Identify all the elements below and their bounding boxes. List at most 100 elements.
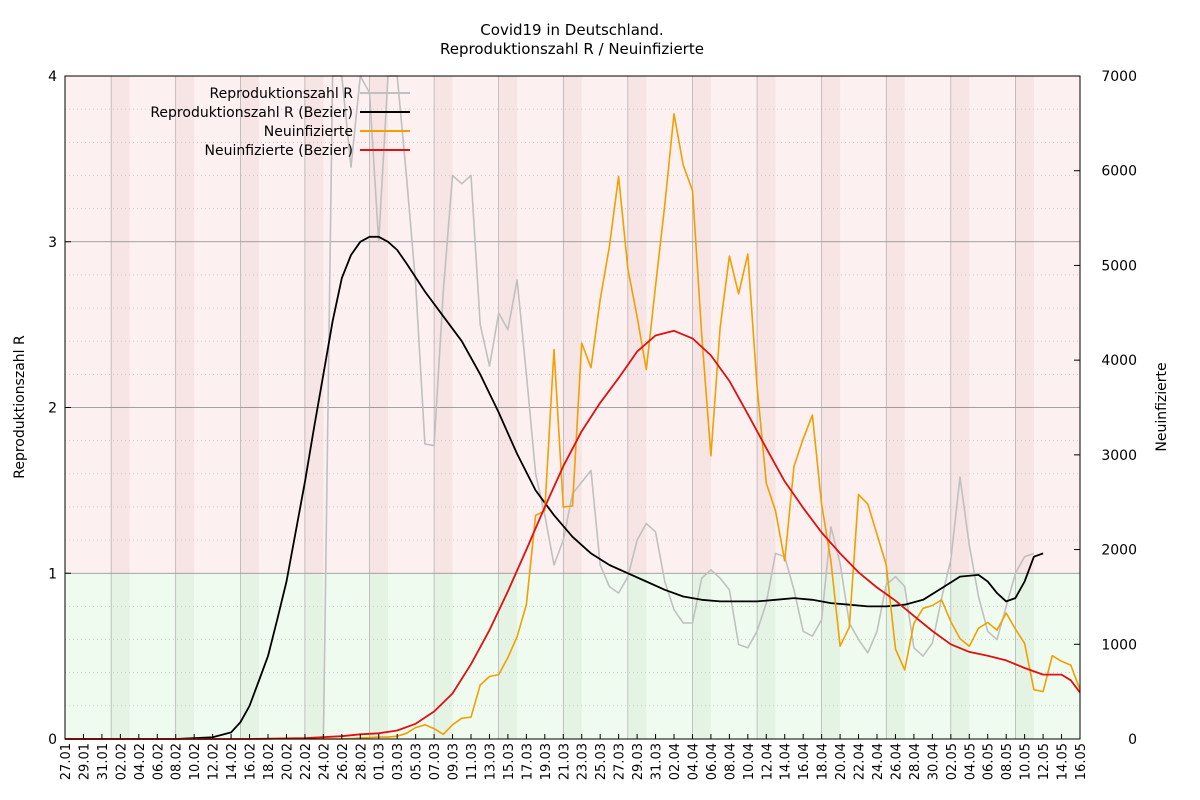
y2-tick-label: 0 [1128,732,1137,748]
weekend-band [627,573,647,739]
legend-item-cases-bezier: Neuinfizierte (Bezier) [205,143,410,159]
x-tick-label: 02.04 [668,743,683,780]
x-tick-label: 13.03 [483,743,498,780]
weekend-band [757,573,776,739]
x-tick-label: 21.03 [557,743,572,780]
x-tick-label: 06.04 [705,743,720,780]
series-line-1 [65,235,1044,740]
weekend-band [111,76,130,574]
x-tick-label: 08.05 [1000,743,1015,780]
x-tick-label: 04.05 [963,743,978,780]
weekend-band [434,573,453,739]
x-tick-label: 27.01 [59,743,74,780]
weekend-band [950,573,970,739]
y2-tick-label: 7000 [1101,69,1137,85]
y2-tick-label: 5000 [1101,258,1137,274]
legend-item-r: Reproduktionszahl R [210,86,410,102]
x-tick-label: 08.02 [170,743,185,780]
weekend-band [821,573,841,739]
weekend-band [111,573,130,739]
x-tick-label: 31.03 [650,743,665,780]
x-tick-label: 08.04 [723,743,738,780]
y-axis-ticks: 0 1 2 3 4 [48,69,71,748]
x-tick-label: 03.03 [391,743,406,780]
x-tick-label: 10.05 [1019,743,1034,780]
x-tick-label: 16.04 [797,743,812,780]
chart-subtitle: Reproduktionszahl R / Neuinfizierte [440,40,704,58]
y-axis-label: Reproduktionszahl R [12,335,28,479]
x-tick-label: 04.02 [133,743,148,780]
x-tick-label: 22.02 [299,743,314,780]
x-tick-label: 04.04 [686,743,701,780]
weekend-band [240,573,259,739]
x-tick-label: 26.02 [336,743,351,780]
weekend-band [821,76,841,574]
x-tick-label: 29.03 [631,743,646,780]
weekend-band [304,573,324,739]
weekend-band [886,76,905,574]
weekend-band [627,76,647,574]
x-tick-label: 14.04 [779,743,794,780]
weekend-band [369,573,388,739]
x-tick-label: 12.05 [1037,743,1052,780]
x-tick-label: 29.01 [77,743,92,780]
x-tick-label: 23.03 [576,743,591,780]
y2-tick-label: 1000 [1101,637,1137,653]
x-tick-label: 18.02 [262,743,277,780]
y-tick-label: 1 [48,566,57,582]
y2-tick-label: 6000 [1101,164,1137,180]
series-line-0 [322,75,1035,740]
weekend-band [369,76,388,574]
weekend-band [563,76,582,574]
x-tick-label: 14.02 [225,743,240,780]
weekend-band [1015,573,1034,739]
weekend-band [563,573,582,739]
x-tick-label: 11.03 [465,743,480,780]
y2-tick-label: 4000 [1101,353,1137,369]
legend-item-cases: Neuinfizierte [264,124,410,140]
legend-label-r-bezier: Reproduktionszahl R (Bezier) [150,105,353,121]
series-line-2 [65,113,1081,740]
x-tick-label: 16.05 [1074,743,1089,780]
x-tick-label: 16.02 [244,743,259,780]
x-tick-label: 06.05 [982,743,997,780]
y2-tick-label: 2000 [1101,543,1137,559]
x-axis-ticks: 27.01 29.01 31.01 02.02 04.02 06.02 08.02 10.02… [59,734,1089,780]
x-tick-label: 17.03 [520,743,535,780]
y2-axis-ticks: 0 1000 2000 3000 4000 5000 6000 7000 [1074,69,1137,748]
weekend-band [240,76,259,574]
x-tick-label: 28.02 [354,743,369,780]
weekend-band [175,573,195,739]
x-tick-label: 09.03 [447,743,462,780]
legend: Reproduktionszahl R Reproduktionszahl R … [150,86,410,159]
x-tick-label: 31.01 [96,743,111,780]
legend-label-cases: Neuinfizierte [264,124,353,140]
x-tick-label: 26.04 [889,743,904,780]
y2-tick-label: 3000 [1101,448,1137,464]
x-tick-label: 12.04 [760,743,775,780]
x-tick-label: 06.02 [151,743,166,780]
chart-title: Covid19 in Deutschland. [480,21,663,39]
chart-background [65,76,1080,739]
weekend-band [498,76,518,574]
x-tick-label: 22.04 [853,743,868,780]
x-tick-label: 18.04 [816,743,831,780]
y-tick-label: 3 [48,235,57,251]
x-tick-label: 02.05 [945,743,960,780]
x-tick-label: 01.03 [373,743,388,780]
x-tick-label: 14.05 [1056,743,1071,780]
x-tick-label: 15.03 [502,743,517,780]
legend-label-cases-bezier: Neuinfizierte (Bezier) [205,143,353,159]
x-tick-label: 24.02 [317,743,332,780]
y-tick-label: 4 [48,69,57,85]
x-tick-label: 02.02 [114,743,129,780]
x-tick-label: 24.04 [871,743,886,780]
legend-item-r-bezier: Reproduktionszahl R (Bezier) [150,105,410,121]
x-tick-label: 12.02 [207,743,222,780]
weekend-band [304,76,324,574]
x-tick-label: 07.03 [428,743,443,780]
weekend-band [175,76,195,574]
series-line-3 [65,329,1081,740]
y-tick-label: 2 [48,401,57,417]
